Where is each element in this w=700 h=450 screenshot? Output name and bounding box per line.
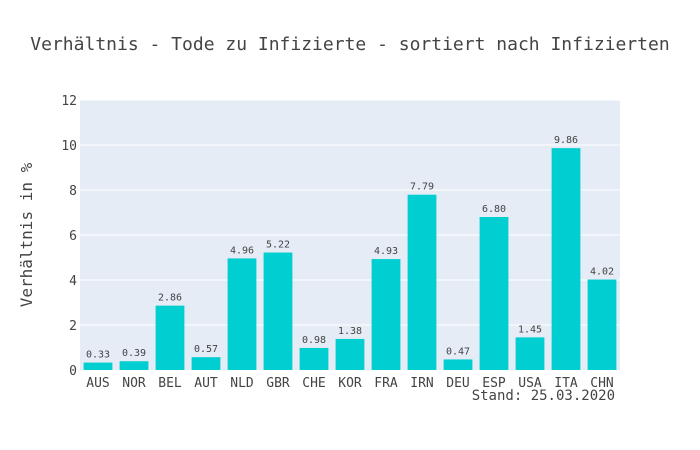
bar-aus (83, 362, 113, 370)
x-tick-label: KOR (338, 376, 362, 391)
x-tick-label: NOR (122, 376, 146, 391)
x-tick-label: AUS (86, 376, 109, 391)
bar-che (299, 347, 329, 370)
x-tick-label: BEL (158, 376, 182, 391)
x-tick-label: CHN (590, 376, 613, 391)
bar-kor (335, 338, 365, 370)
value-label: 6.80 (482, 204, 506, 215)
chart-title: Verhältnis - Tode zu Infizierte - sortie… (30, 34, 669, 55)
bar-nor (119, 361, 149, 370)
x-tick-label: IRN (410, 376, 433, 391)
value-label: 0.47 (446, 346, 470, 357)
value-label: 4.02 (590, 267, 614, 278)
value-label: 7.79 (410, 182, 434, 193)
bar-ita (551, 148, 581, 370)
bar-usa (515, 337, 545, 370)
value-label: 1.38 (338, 326, 362, 337)
y-tick-label: 0 (69, 364, 77, 379)
value-label: 4.96 (230, 245, 254, 256)
bar-esp (479, 217, 509, 370)
value-label: 0.33 (86, 350, 110, 361)
value-label: 4.93 (374, 246, 398, 257)
value-label: 0.98 (302, 335, 326, 346)
y-tick-label: 6 (69, 229, 77, 244)
x-tick-label: FRA (374, 376, 398, 391)
bars (83, 148, 617, 370)
value-label: 9.86 (554, 135, 578, 146)
y-tick-label: 8 (69, 184, 77, 199)
bar-chn (587, 279, 617, 370)
value-label: 5.22 (266, 240, 290, 251)
value-label: 1.45 (518, 324, 542, 335)
x-tick-labels: AUS NOR BEL AUT NLD GBR CHE KOR FRA IRN DEU ESP USA I… (86, 376, 613, 391)
value-label: 2.86 (158, 293, 182, 304)
value-label: 0.57 (194, 344, 218, 355)
date-annotation: Stand: 25.03.2020 (472, 388, 615, 404)
y-axis-label: Verhältnis in % (17, 162, 36, 307)
bar-irn (407, 194, 437, 370)
x-tick-label: DEU (446, 376, 469, 391)
x-tick-label: ESP (482, 376, 506, 391)
y-tick-label: 4 (69, 274, 77, 289)
x-tick-label: USA (518, 376, 542, 391)
bar-aut (191, 357, 221, 370)
value-label: 0.39 (122, 348, 146, 359)
x-tick-label: ITA (554, 376, 578, 391)
x-tick-label: NLD (230, 376, 254, 391)
x-tick-label: GBR (266, 376, 290, 391)
x-tick-label: AUT (194, 376, 218, 391)
y-tick-label: 10 (61, 139, 77, 154)
bar-deu (443, 359, 473, 370)
bar-gbr (263, 252, 293, 370)
value-labels: 0.33 0.39 2.86 0.57 4.96 5.22 0.98 1.38 4.93 7.79… (86, 135, 614, 360)
bar-nld (227, 258, 257, 370)
y-tick-label: 2 (69, 319, 77, 334)
bar-fra (371, 259, 401, 370)
y-tick-label: 12 (61, 94, 77, 109)
y-tick-labels: 0 2 4 6 8 10 12 (61, 94, 77, 379)
bar-bel (155, 305, 185, 370)
x-tick-label: CHE (302, 376, 325, 391)
